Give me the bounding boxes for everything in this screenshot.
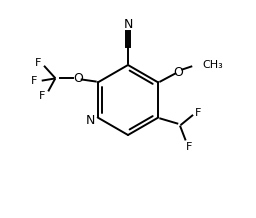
Text: F: F bbox=[186, 143, 193, 153]
Text: O: O bbox=[173, 66, 183, 79]
Text: F: F bbox=[35, 58, 41, 68]
Text: F: F bbox=[195, 109, 201, 119]
Text: F: F bbox=[38, 92, 45, 102]
Text: F: F bbox=[30, 75, 37, 85]
Text: CH₃: CH₃ bbox=[202, 60, 223, 70]
Text: O: O bbox=[73, 72, 83, 85]
Text: N: N bbox=[123, 19, 133, 31]
Text: N: N bbox=[86, 114, 95, 127]
